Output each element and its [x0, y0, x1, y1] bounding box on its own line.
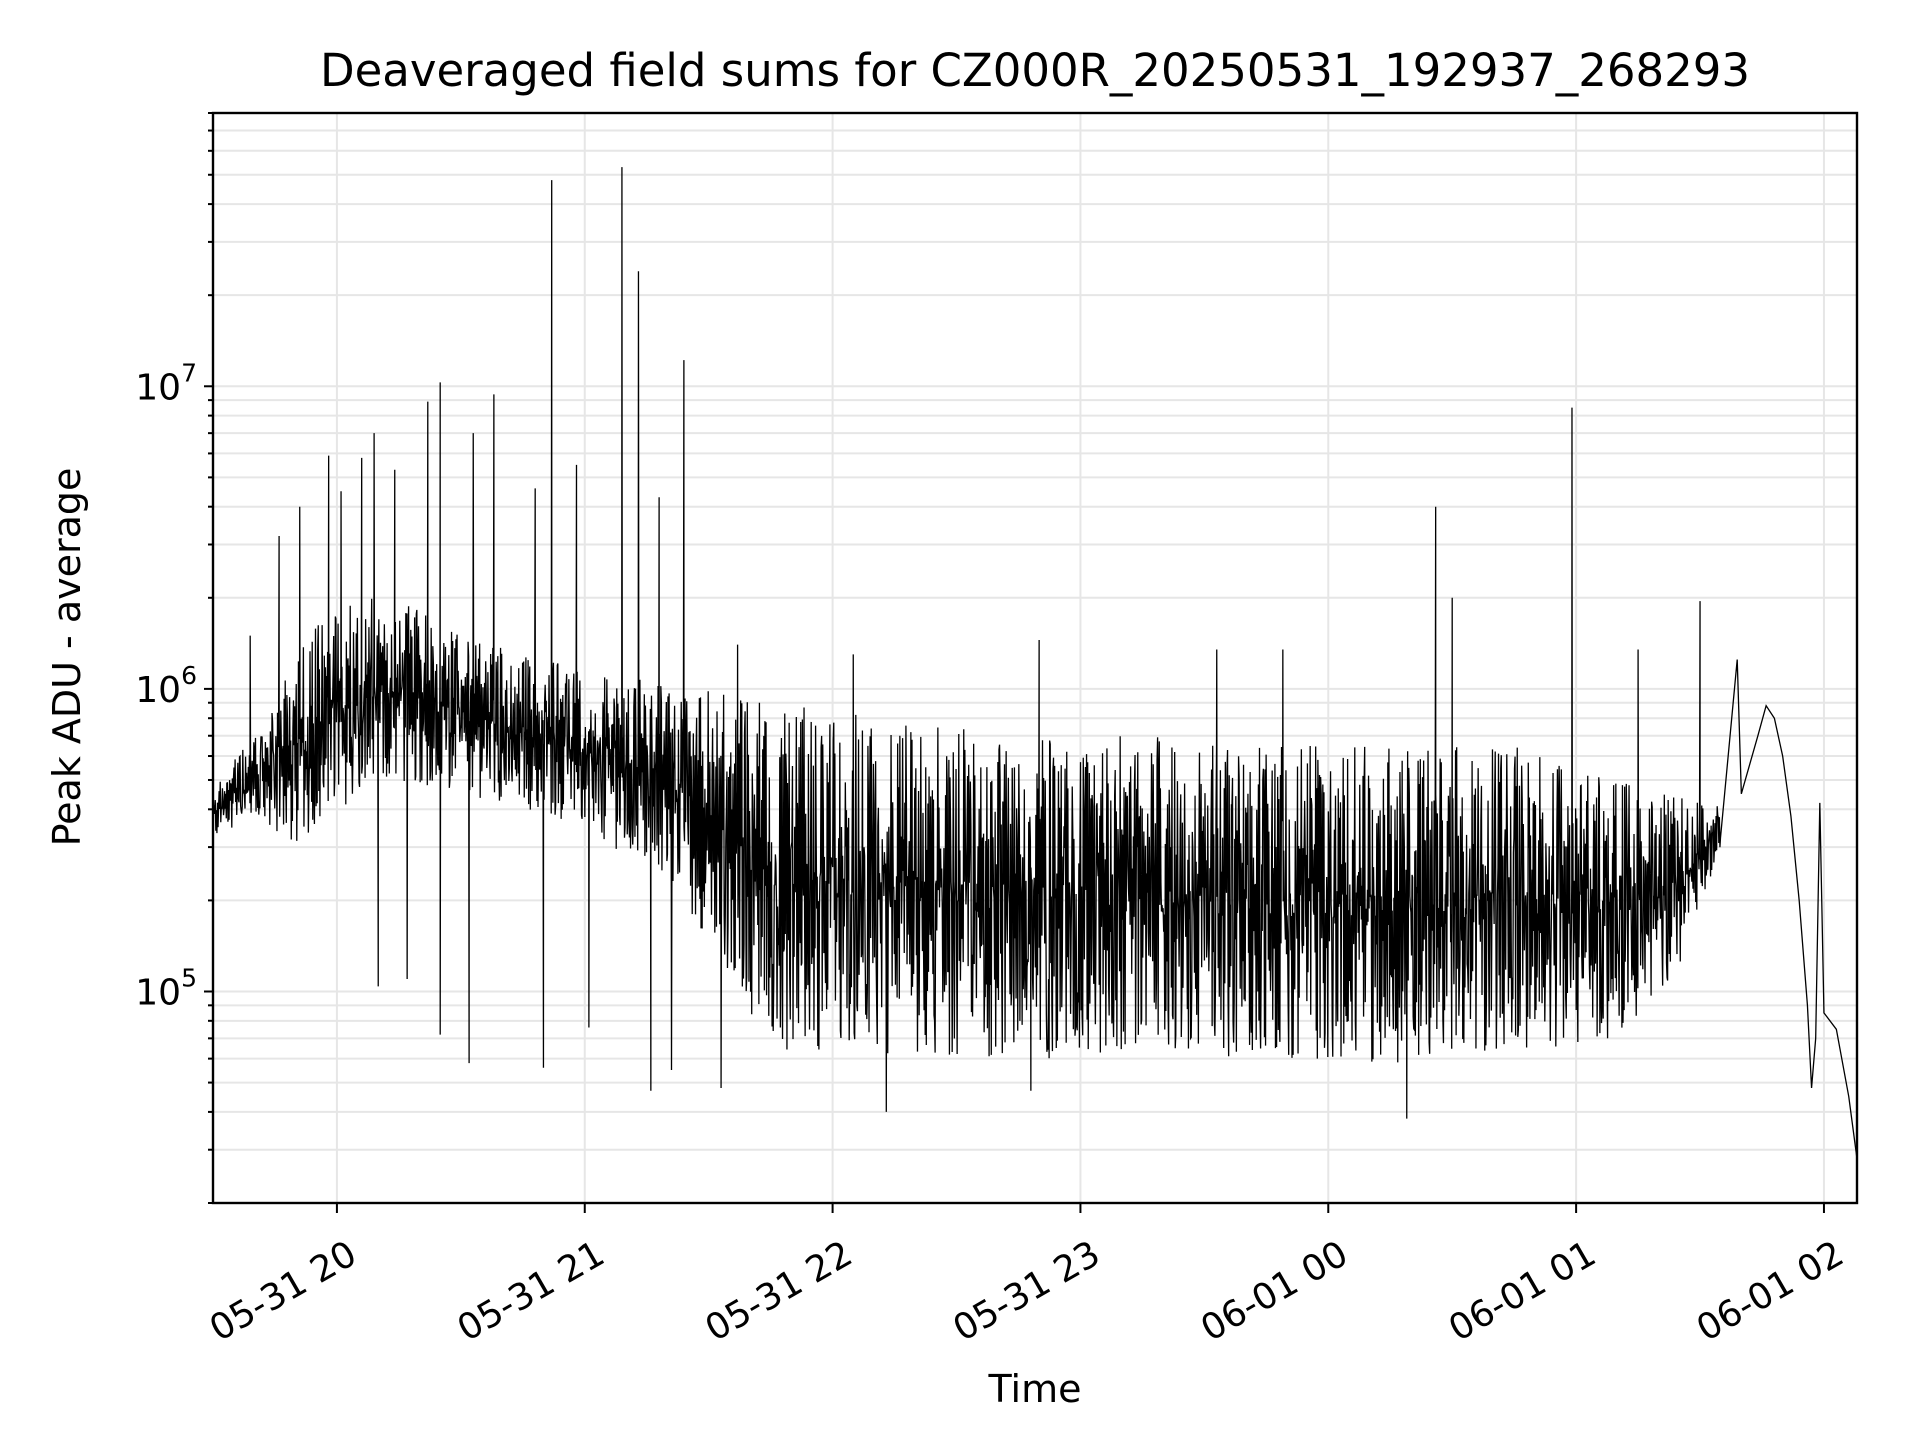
- y-tick-label: 106: [135, 661, 197, 711]
- series-line: [213, 167, 1857, 1159]
- x-axis-label: Time: [988, 1367, 1082, 1411]
- y-tick-label: 107: [135, 358, 197, 408]
- ticks: [204, 112, 1825, 1213]
- y-tick-labels: 105 106 107: [135, 358, 197, 1013]
- chart-title: Deaveraged field sums for CZ000R_2025053…: [320, 44, 1750, 97]
- y-axis-label: Peak ADU - average: [45, 468, 89, 847]
- y-tick-label: 105: [135, 963, 197, 1013]
- series-layer: [213, 167, 1857, 1159]
- plot-frame: [211, 111, 1859, 1205]
